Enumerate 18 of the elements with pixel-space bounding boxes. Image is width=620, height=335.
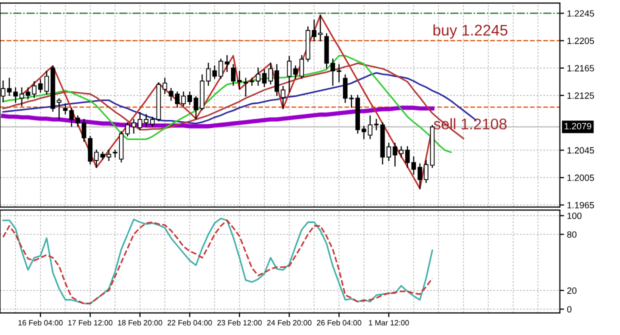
candlestick <box>280 86 286 109</box>
candlestick <box>224 55 230 72</box>
line-series <box>21 14 434 190</box>
y-tick-label: 1.2245 <box>567 10 594 17</box>
y-tick-label: 1.2205 <box>567 38 594 44</box>
y-tick-label: 1.2045 <box>567 147 594 154</box>
ref-line-label: 1.2079 <box>564 122 592 130</box>
y-tick-label: 1.1965 <box>567 202 594 208</box>
y-tick-label: 100 <box>567 212 582 220</box>
y-tick-label: 1.2165 <box>567 65 594 72</box>
y-tick-label: 20 <box>567 287 576 294</box>
candlestick <box>56 98 62 120</box>
y-tick-label: 1.2125 <box>567 92 594 99</box>
ref-line-label: buy 1.2245 <box>433 24 508 39</box>
y-tick-label: 0 <box>567 306 572 313</box>
y-tick-label: 1.2005 <box>567 174 594 181</box>
candlestick <box>243 78 248 97</box>
y-tick-label: 80 <box>567 231 576 238</box>
